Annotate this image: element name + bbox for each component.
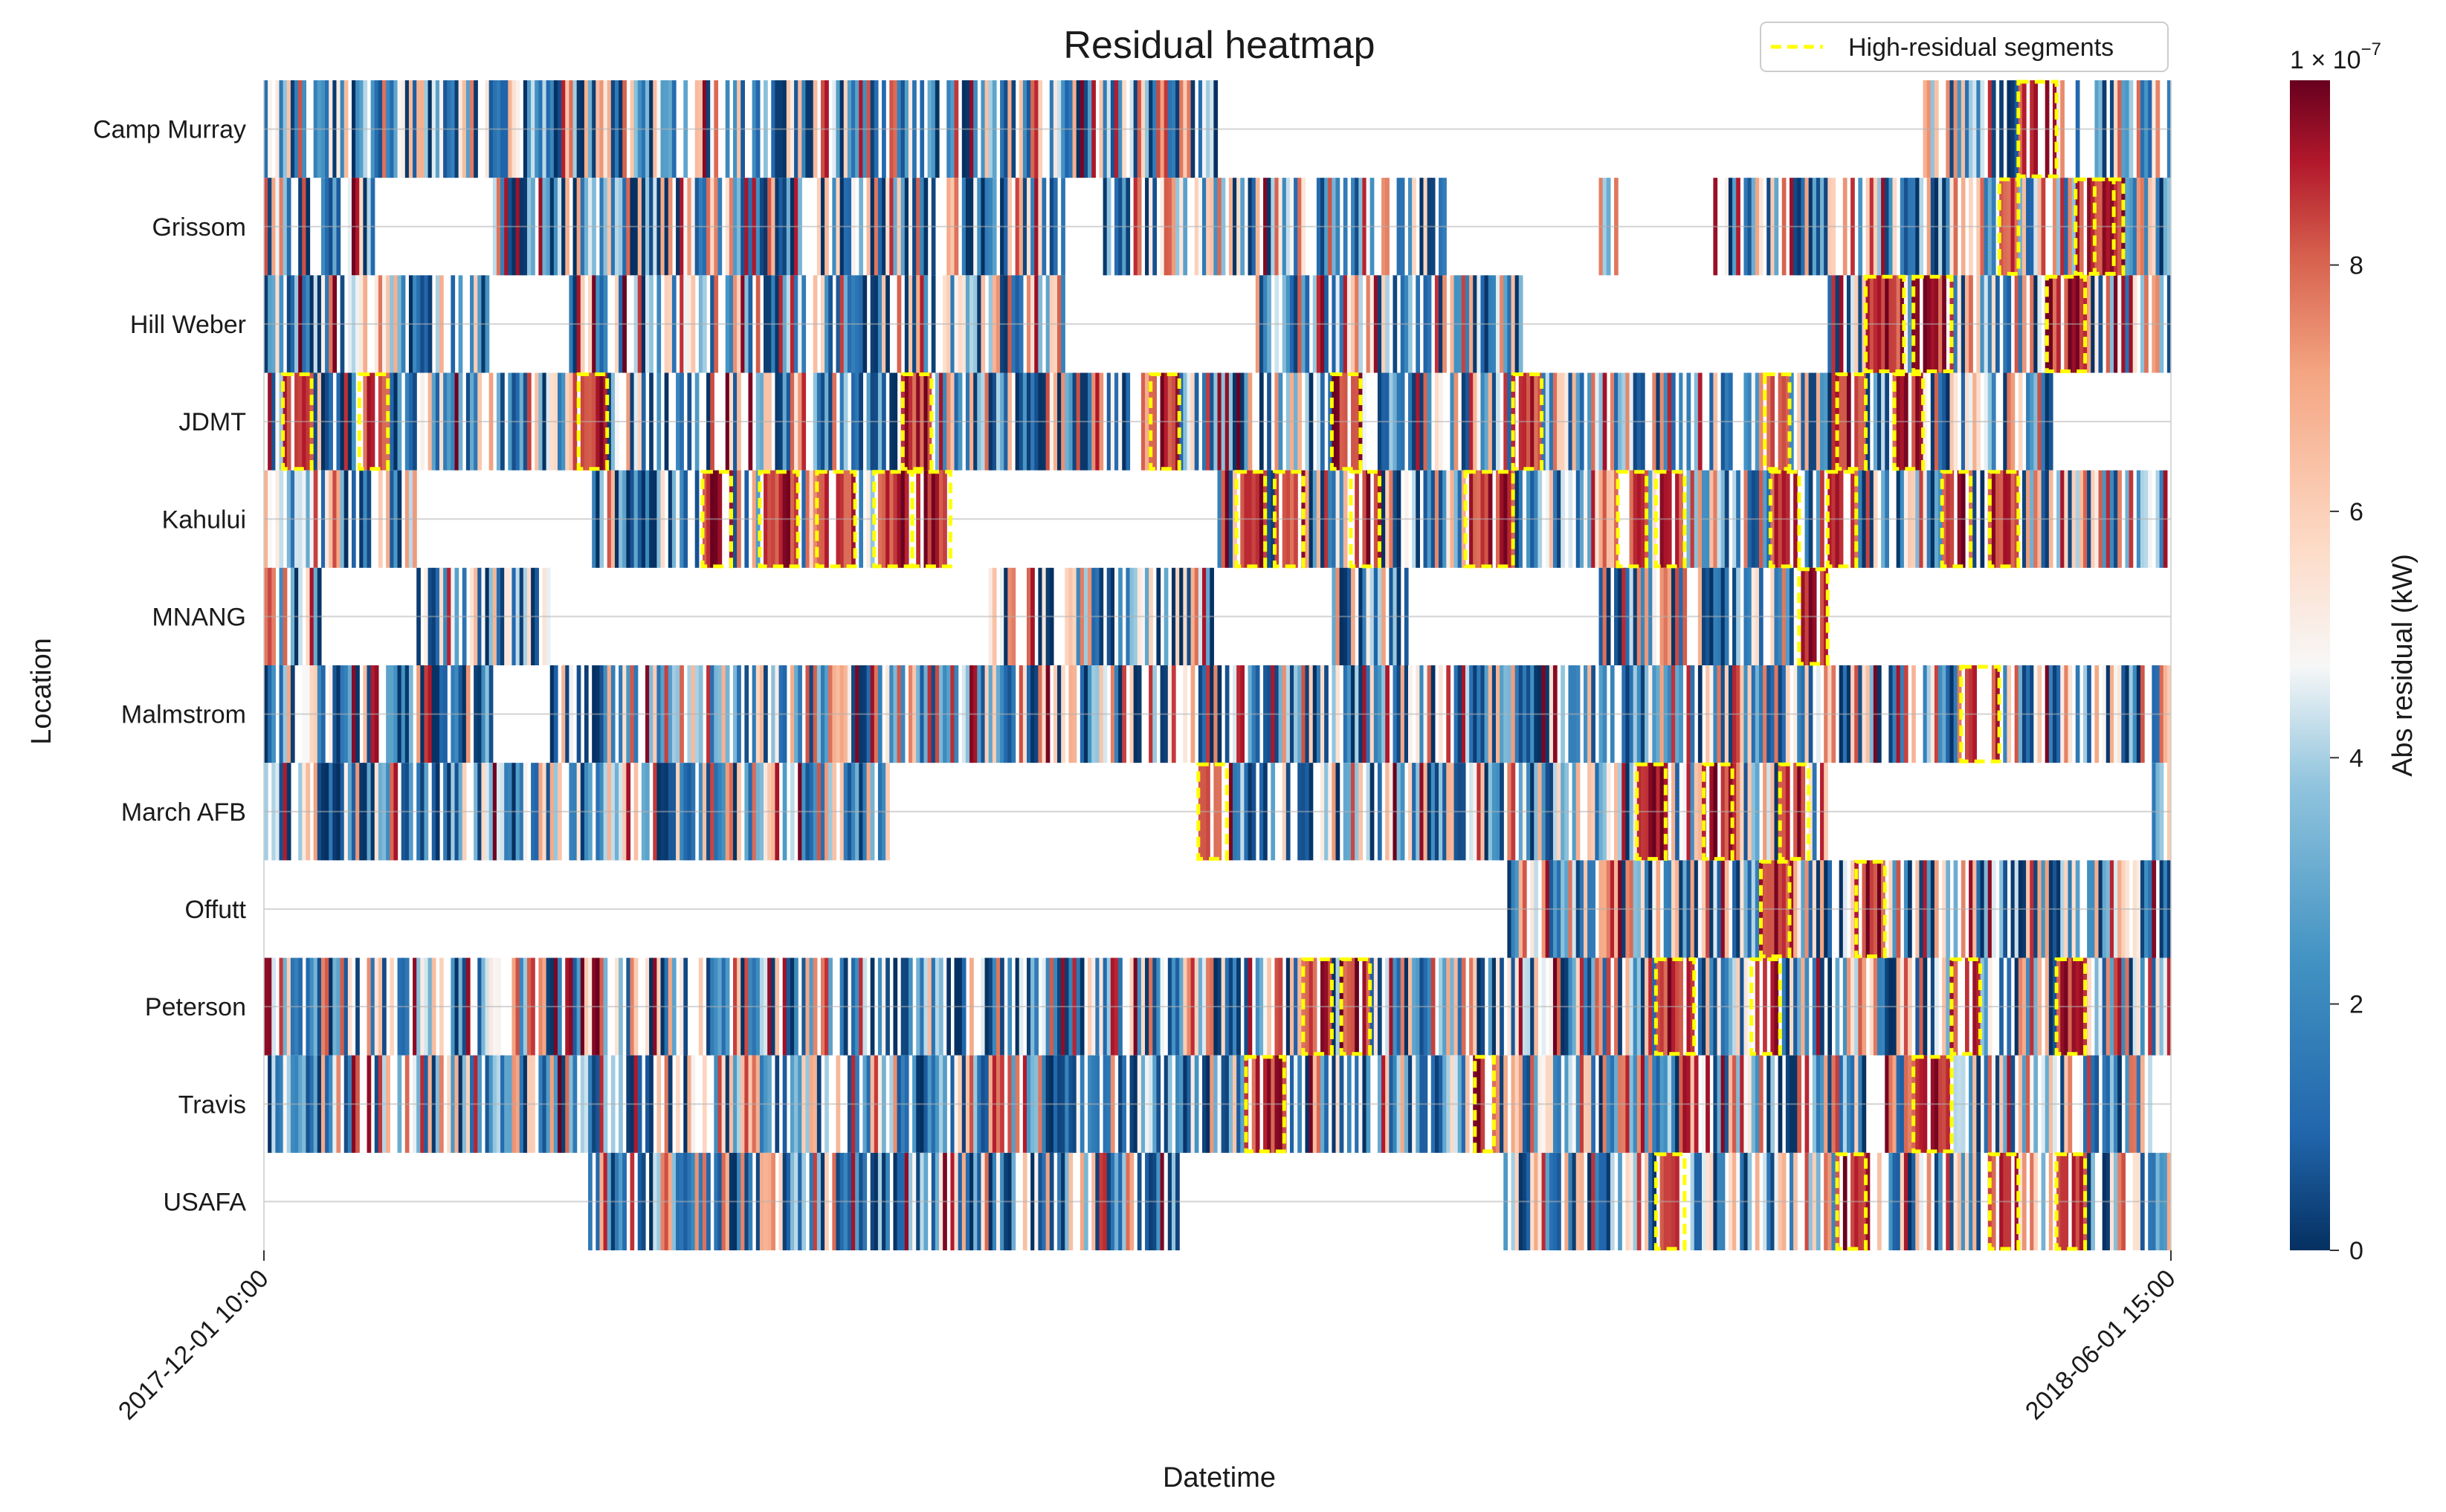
y-tick-label: March AFB — [121, 798, 246, 827]
high-residual-segment-box — [1234, 470, 1268, 569]
high-residual-segment-box — [2074, 177, 2116, 276]
colorbar-label: Abs residual (kW) — [2387, 554, 2418, 777]
y-tick-label: MNANG — [152, 603, 246, 631]
high-residual-segment-box — [1987, 470, 2021, 569]
high-residual-segment-box — [910, 470, 952, 569]
high-residual-segment-box — [1911, 1055, 1954, 1154]
high-residual-segment-box — [1244, 1055, 1286, 1154]
high-residual-segment-box — [1997, 177, 2021, 276]
high-residual-segment-box — [758, 470, 800, 569]
y-tick-label: Camp Murray — [93, 116, 246, 144]
high-residual-segment-box — [2054, 1152, 2088, 1251]
high-residual-segment-box — [1768, 470, 1801, 569]
high-residual-segment-box — [1653, 1152, 1687, 1251]
high-residual-segment-box — [1759, 859, 1792, 959]
high-residual-segment-box — [1339, 957, 1372, 1056]
y-tick-label: Offutt — [184, 896, 246, 924]
legend: High-residual segments — [1760, 22, 2169, 72]
high-residual-segment-box — [2016, 80, 2059, 178]
high-residual-segment-box — [281, 372, 314, 471]
colorbar-tick-label: 0 — [2349, 1237, 2363, 1265]
high-residual-segment-box — [1653, 957, 1697, 1056]
high-residual-segment-box — [1797, 567, 1830, 666]
y-tick-label: JDMT — [178, 408, 246, 436]
high-residual-segment-box — [1959, 665, 2001, 763]
colorbar-tick-label: 4 — [2349, 744, 2363, 772]
high-residual-segment-box — [1835, 1152, 1868, 1251]
high-residual-segment-box — [1911, 274, 1954, 373]
high-residual-segment-box — [1349, 470, 1381, 569]
y-tick-label: Kahului — [162, 505, 246, 534]
high-residual-segment-box — [1749, 957, 1782, 1056]
high-residual-segment-box — [1778, 762, 1811, 861]
colorbar-gradient — [2290, 80, 2330, 1250]
colorbar-multiplier: 1 × 10−7 — [2290, 39, 2381, 74]
high-residual-segment-box — [1864, 274, 1906, 373]
high-residual-segment-box — [1653, 470, 1687, 569]
y-tick-label: Peterson — [145, 993, 246, 1021]
high-residual-segment-box — [1301, 957, 1334, 1056]
high-residual-segment-box — [1763, 372, 1792, 471]
high-residual-segment-box — [2054, 957, 2088, 1056]
y-tick-label: Malmstrom — [121, 701, 246, 729]
high-residual-segment-box — [1196, 762, 1229, 861]
colorbar-tick-label: 2 — [2349, 991, 2363, 1019]
high-residual-segment-box — [700, 470, 733, 569]
high-residual-segment-box — [1949, 957, 1982, 1056]
high-residual-segment-box — [1825, 470, 1859, 569]
y-axis-label: Location — [26, 638, 57, 745]
high-residual-segment-box — [1273, 470, 1306, 569]
high-residual-segment-box — [576, 372, 610, 471]
high-residual-segment-box — [1635, 762, 1668, 861]
high-residual-segment-box — [900, 372, 934, 471]
x-axis-ticks: 2017-12-01 10:00 2018-06-01 15:00 — [113, 1250, 2181, 1425]
legend-box — [1760, 22, 2169, 72]
colorbar-ticks: 0 2 4 6 8 — [2330, 252, 2363, 1265]
high-residual-segment-boxes — [281, 80, 2126, 1251]
chart-title: Residual heatmap — [1063, 24, 1375, 67]
high-residual-segment-box — [1473, 1055, 1496, 1154]
high-residual-segment-box — [1854, 859, 1887, 959]
high-residual-segment-box — [815, 470, 857, 569]
high-residual-segment-box — [2045, 274, 2088, 373]
x-tick-label: 2018-06-01 15:00 — [2020, 1264, 2181, 1426]
x-axis-label: Datetime — [1163, 1462, 1276, 1493]
x-tick-label: 2017-12-01 10:00 — [113, 1264, 274, 1426]
colorbar-tick-label: 8 — [2349, 252, 2363, 280]
y-tick-label: Grissom — [152, 213, 246, 242]
legend-label: High-residual segments — [1848, 33, 2114, 62]
high-residual-segment-box — [1702, 762, 1735, 861]
high-residual-segment-box — [1987, 1152, 2021, 1251]
y-tick-label: Hill Weber — [130, 311, 246, 339]
high-residual-segment-box — [1463, 470, 1515, 569]
y-tick-label: USAFA — [164, 1188, 247, 1216]
high-residual-segment-box — [357, 372, 390, 471]
high-residual-segment-box — [1940, 470, 1973, 569]
heatmap-cells — [264, 80, 2172, 1250]
colorbar-tick-label: 6 — [2349, 498, 2363, 526]
high-residual-segment-box — [1329, 372, 1363, 471]
high-residual-segment-box — [1511, 372, 1544, 471]
high-residual-segment-box — [1616, 470, 1649, 569]
high-residual-segment-box — [1835, 372, 1868, 471]
y-axis-ticks: Camp Murray Grissom Hill Weber JDMT Kahului M… — [93, 116, 246, 1217]
colorbar: 0 2 4 6 8 1 × 10−7 Abs residual (kW) — [2290, 39, 2418, 1265]
row-grid-lines — [263, 80, 2172, 1250]
high-residual-segment-box — [1892, 372, 1926, 471]
high-residual-segment-box — [1149, 372, 1181, 471]
y-tick-label: Travis — [178, 1091, 246, 1119]
